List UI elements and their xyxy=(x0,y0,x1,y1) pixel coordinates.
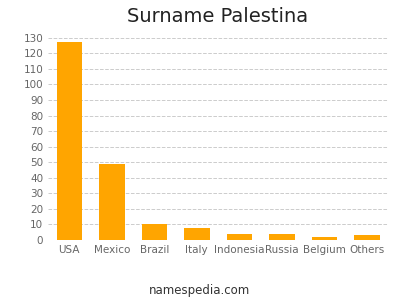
Bar xyxy=(312,237,337,240)
Text: namespedia.com: namespedia.com xyxy=(149,284,251,297)
Bar xyxy=(99,164,124,240)
Title: Surname Palestina: Surname Palestina xyxy=(128,7,308,26)
Bar xyxy=(184,228,210,240)
Bar xyxy=(354,235,380,240)
Bar xyxy=(226,234,252,240)
Bar xyxy=(269,234,294,240)
Bar xyxy=(56,42,82,240)
Bar xyxy=(142,224,167,240)
